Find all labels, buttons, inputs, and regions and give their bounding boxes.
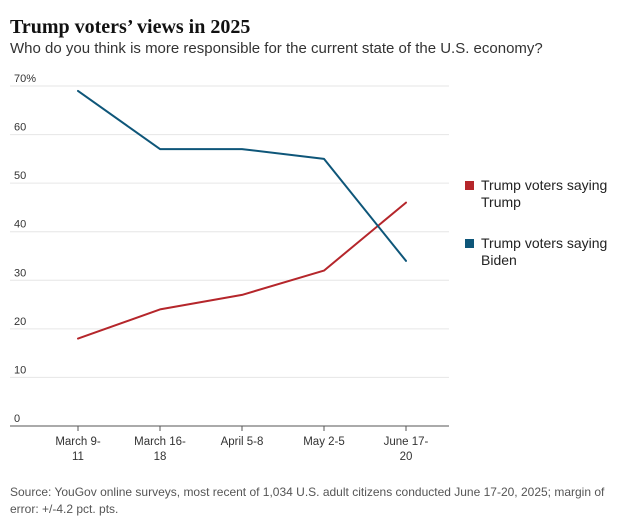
y-tick-label: 60 bbox=[14, 122, 26, 134]
legend-label-biden: Trump voters saying Biden bbox=[481, 235, 608, 268]
chart-subtitle: Who do you think is more responsible for… bbox=[10, 40, 543, 57]
y-tick-label: 70% bbox=[14, 73, 36, 85]
y-tick-label: 20 bbox=[14, 316, 26, 328]
y-tick-label: 40 bbox=[14, 219, 26, 231]
y-tick-label: 30 bbox=[14, 267, 26, 279]
y-tick-label: 0 bbox=[14, 413, 20, 425]
legend-item-biden: Trump voters saying Biden bbox=[465, 235, 631, 269]
legend-label-trump: Trump voters saying Trump bbox=[481, 177, 608, 210]
legend-swatch-trump bbox=[465, 181, 474, 190]
x-tick-label: March 16-18 bbox=[134, 436, 186, 463]
legend-item-trump: Trump voters saying Trump bbox=[465, 177, 631, 211]
series-line-biden bbox=[77, 89, 407, 262]
chart-title: Trump voters’ views in 2025 bbox=[10, 16, 251, 38]
x-tick-label: April 5-8 bbox=[221, 436, 264, 448]
x-tick-label: May 2-5 bbox=[303, 436, 345, 448]
x-tick-label: June 17-20 bbox=[384, 436, 429, 463]
series-line-trump bbox=[77, 201, 407, 340]
y-tick-label: 50 bbox=[14, 170, 26, 182]
x-tick-label: March 9-11 bbox=[55, 436, 101, 463]
source-note: Source: YouGov online surveys, most rece… bbox=[10, 485, 605, 516]
legend-swatch-biden bbox=[465, 239, 474, 248]
y-tick-label: 10 bbox=[14, 364, 26, 376]
